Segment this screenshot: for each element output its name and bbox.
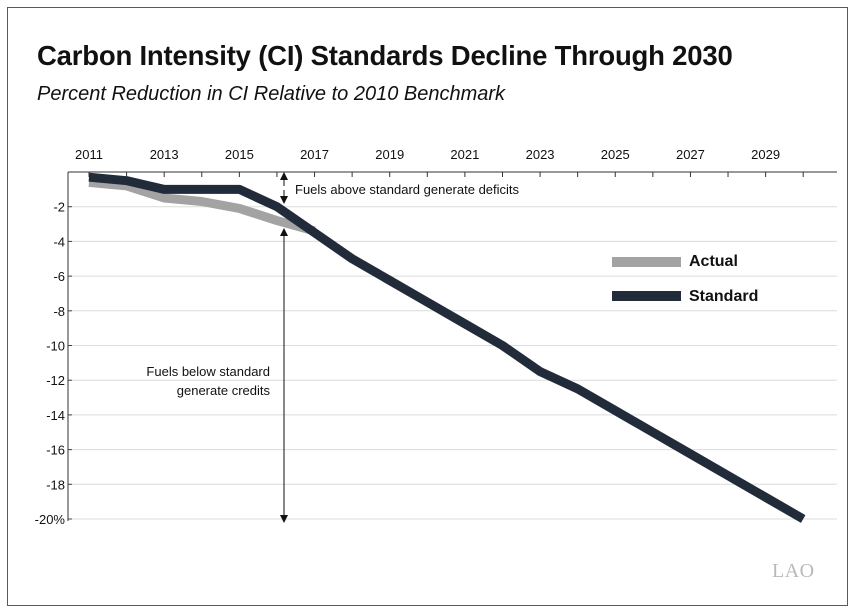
legend-label-standard: Standard: [689, 288, 758, 305]
x-axis: 2011 2013 2015 2017 2019 2021 2023 2025 2027 2029: [68, 147, 837, 177]
y-tick-label: -10: [46, 339, 65, 354]
y-axis: -2 -4 -6 -8 -10 -12 -14 -16 -18 -20%: [35, 172, 72, 527]
y-tick-label: -12: [46, 373, 65, 388]
y-tick-label: -4: [53, 234, 65, 249]
deficits-annotation: Fuels above standard generate deficits: [295, 182, 520, 197]
series-line-actual: [88, 177, 316, 236]
x-tick-label: 2025: [601, 147, 630, 162]
y-tick-label: -2: [53, 200, 65, 215]
y-tick-label: -16: [46, 443, 65, 458]
x-tick-label: 2027: [676, 147, 705, 162]
legend-label-actual: Actual: [689, 253, 738, 270]
y-tick-label: -14: [46, 408, 65, 423]
x-tick-label: 2023: [526, 147, 555, 162]
x-tick-label: 2011: [75, 147, 103, 162]
y-tick-label: -20%: [35, 512, 66, 527]
y-tick-label: -6: [53, 269, 65, 284]
x-tick-label: 2015: [225, 147, 254, 162]
x-tick-label: 2029: [751, 147, 780, 162]
y-tick-label: -8: [53, 304, 65, 319]
x-tick-label: 2017: [300, 147, 329, 162]
chart-title: Carbon Intensity (CI) Standards Decline …: [37, 40, 733, 71]
gridlines: [68, 206, 837, 520]
credits-annotation-line1: Fuels below standard: [146, 364, 270, 379]
lao-logo: LAO: [772, 560, 815, 582]
credits-annotation-line2: generate credits: [177, 383, 271, 398]
series-line-standard: [88, 172, 806, 523]
x-tick-label: 2019: [375, 147, 404, 162]
x-tick-label: 2013: [150, 147, 179, 162]
y-tick-label: -18: [46, 477, 65, 492]
chart-subtitle: Percent Reduction in CI Relative to 2010…: [37, 83, 506, 105]
x-tick-label: 2021: [450, 147, 479, 162]
series-group: [88, 172, 806, 523]
